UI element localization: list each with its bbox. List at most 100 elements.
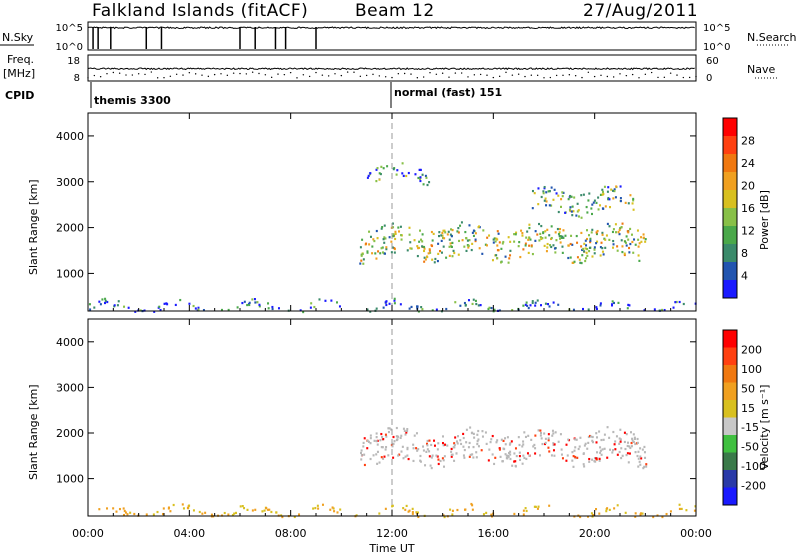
- power-echo: [488, 234, 491, 237]
- power-echo: [452, 249, 455, 252]
- velocity-echo: [462, 445, 465, 448]
- power-echo: [599, 254, 602, 257]
- velocity-echo: [411, 512, 414, 515]
- velocity-echo: [606, 426, 609, 429]
- velocity-echo: [449, 508, 452, 511]
- freq-tick-low: 8: [74, 73, 80, 84]
- power-echo: [550, 225, 553, 228]
- velocity-echo: [552, 432, 555, 435]
- nave-dot: [213, 73, 216, 76]
- power-echo: [527, 238, 530, 241]
- velocity-colorbar-segment: [723, 400, 737, 418]
- power-echo: [441, 236, 444, 240]
- power-echo: [423, 247, 426, 250]
- velocity-echo: [624, 447, 627, 451]
- power-echo: [377, 250, 380, 253]
- velocity-echo: [281, 515, 284, 519]
- power-echo: [569, 209, 572, 213]
- power-echo: [362, 262, 365, 265]
- nsky-line: [87, 26, 695, 30]
- power-echo: [457, 231, 460, 234]
- power-echo: [113, 304, 116, 307]
- power-echo: [601, 188, 604, 191]
- power-echo: [546, 246, 549, 249]
- velocity-echo: [399, 436, 402, 440]
- power-echo: [513, 240, 516, 243]
- velocity-echo: [490, 438, 493, 441]
- power-echo: [550, 186, 553, 189]
- power-echo: [421, 240, 424, 243]
- velocity-echo: [606, 456, 609, 459]
- power-echo: [528, 236, 531, 239]
- power-echo: [458, 239, 461, 243]
- velocity-echo: [442, 459, 445, 462]
- velocity-echo: [509, 457, 512, 461]
- velocity-echo: [384, 433, 387, 436]
- velocity-echo: [619, 438, 622, 441]
- power-echo: [528, 223, 531, 226]
- velocity-echo: [362, 445, 365, 448]
- velocity-echo: [467, 446, 470, 449]
- power-echo: [578, 258, 581, 261]
- power-echo: [426, 255, 429, 259]
- power-echo: [445, 256, 448, 259]
- power-echo: [456, 230, 459, 233]
- velocity-echo: [456, 508, 459, 512]
- power-echo: [612, 197, 615, 200]
- velocity-echo: [519, 458, 522, 462]
- power-echo: [390, 240, 393, 243]
- velocity-echo: [161, 512, 164, 516]
- velocity-echo: [472, 445, 475, 449]
- power-echo: [530, 244, 533, 247]
- power-echo: [614, 196, 617, 199]
- power-echo: [383, 241, 386, 244]
- nsky-panel: N.Sky 10^5 10^0 N.Search 10^5 10^0: [0, 21, 797, 53]
- velocity-echo: [416, 449, 419, 452]
- power-echo: [399, 303, 402, 306]
- velocity-echo: [380, 456, 383, 459]
- velocity-echo: [611, 451, 614, 454]
- velocity-echo: [369, 437, 372, 440]
- velocity-echo: [402, 507, 405, 510]
- power-echo: [613, 188, 616, 191]
- velocity-echo: [527, 434, 530, 437]
- velocity-echo: [406, 454, 409, 457]
- velocity-echo: [526, 452, 529, 455]
- power-echo: [372, 238, 375, 241]
- nave-dot: [543, 77, 545, 79]
- velocity-echo: [595, 432, 598, 435]
- velocity-echo: [616, 453, 619, 456]
- velocity-echo: [426, 444, 429, 447]
- velocity-echo: [424, 464, 427, 467]
- power-echo: [536, 233, 539, 236]
- velocity-echo: [637, 457, 640, 460]
- power-echo: [410, 247, 413, 250]
- velocity-echo: [614, 440, 617, 443]
- velocity-echo: [534, 452, 537, 455]
- nave-label: Nave: [747, 63, 775, 76]
- velocity-echo: [598, 430, 601, 433]
- power-echo: [366, 251, 369, 254]
- velocity-echo: [547, 439, 550, 442]
- velocity-echo: [613, 507, 616, 510]
- nave-dot: [498, 75, 501, 78]
- velocity-colorbar-segment: [723, 417, 737, 436]
- power-echo: [463, 245, 466, 248]
- velocity-echo: [329, 508, 332, 511]
- velocity-echo: [415, 447, 418, 450]
- power-echo: [672, 306, 675, 309]
- power-echo: [410, 305, 413, 309]
- power-echo: [525, 236, 528, 239]
- nave-dot: [657, 76, 659, 79]
- velocity-echo: [643, 445, 646, 449]
- power-echo: [359, 246, 362, 249]
- power-echo: [267, 307, 270, 310]
- power-echo: [552, 301, 555, 304]
- velocity-echo: [599, 451, 602, 454]
- velocity-echo: [391, 505, 394, 508]
- velocity-echo: [631, 437, 634, 440]
- velocity-echo: [411, 511, 414, 514]
- nave-dot: [644, 73, 647, 76]
- velocity-echo: [239, 505, 242, 508]
- velocity-echo: [511, 464, 514, 467]
